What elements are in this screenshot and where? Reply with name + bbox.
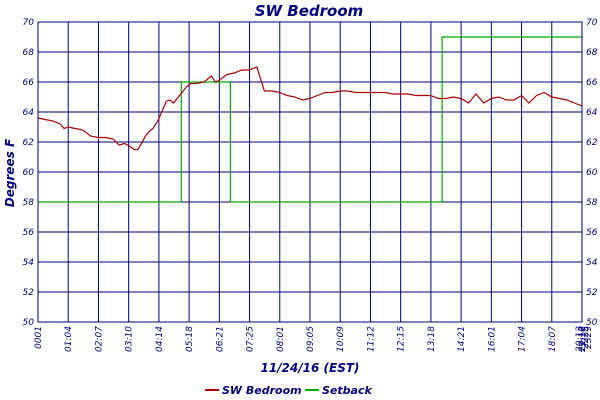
- x-tick-label: 04:14: [155, 326, 165, 352]
- x-tick-label: 01:04: [64, 326, 74, 352]
- legend-label-setback: Setback: [322, 384, 372, 397]
- y-axis-title: Degrees F: [3, 138, 17, 207]
- y-tick-label-right: 62: [586, 138, 598, 148]
- x-tick-label: 08:01: [276, 326, 286, 352]
- y-tick-label: 52: [23, 288, 35, 298]
- x-tick-label: 12:15: [397, 326, 407, 352]
- x-tick-label: 2329: [584, 326, 594, 349]
- y-tick-label: 66: [23, 78, 35, 88]
- y-tick-label: 56: [23, 228, 35, 238]
- y-tick-label-right: 68: [586, 48, 598, 58]
- x-tick-label: 03:10: [125, 326, 135, 352]
- y-tick-label-right: 66: [586, 78, 598, 88]
- x-tick-label: 0001: [34, 326, 44, 349]
- legend: SW Bedroom Setback: [205, 384, 372, 397]
- x-tick-label: 02:07: [94, 326, 104, 352]
- x-tick-label: 13:18: [427, 326, 437, 352]
- y-tick-label: 70: [23, 18, 35, 28]
- y-tick-labels-left: 50 52 54 56 58 60 62 64 66 68 70: [23, 18, 35, 328]
- y-tick-labels-right: 50 52 54 56 58 60 62 64 66 68 70: [586, 18, 598, 328]
- x-tick-label: 18:07: [548, 326, 558, 352]
- y-tick-label-right: 52: [586, 288, 598, 298]
- y-tick-label: 64: [23, 108, 35, 118]
- series-layer: [37, 36, 583, 203]
- y-tick-label: 62: [23, 138, 35, 148]
- y-tick-label: 54: [23, 258, 35, 268]
- x-tick-label: 07:25: [246, 326, 256, 352]
- gridlines: [38, 21, 582, 323]
- x-tick-label: 05:18: [185, 326, 195, 352]
- x-tick-label: 10:09: [336, 326, 346, 352]
- x-tick-label: 17:04: [518, 326, 528, 352]
- y-tick-label: 68: [23, 48, 35, 58]
- x-tick-label: 16:01: [487, 326, 497, 352]
- y-tick-label: 60: [23, 168, 35, 178]
- legend-label-sw-bedroom: SW Bedroom: [222, 384, 302, 397]
- y-tick-label: 50: [23, 318, 35, 328]
- y-tick-label-right: 60: [586, 168, 598, 178]
- y-tick-label: 58: [23, 198, 35, 208]
- x-tick-label: 20:13: [575, 326, 585, 352]
- series-line-sw-bedroom: [37, 66, 583, 151]
- y-tick-label-right: 54: [586, 258, 598, 268]
- x-tick-label: 06:21: [215, 326, 225, 352]
- y-tick-label-right: 64: [586, 108, 598, 118]
- y-tick-label-right: 50: [586, 318, 598, 328]
- x-tick-label: 09:05: [306, 326, 316, 352]
- x-tick-label: 14:21: [457, 326, 467, 352]
- x-tick-label: 21:17: [578, 326, 588, 352]
- y-tick-label-right: 70: [586, 18, 598, 28]
- x-tick-labels: 0001 01:04 02:07 03:10 04:14 05:18 06:21 07:25 0…: [34, 326, 594, 352]
- x-tick-label: 11:12: [366, 326, 376, 352]
- plot-area: [37, 21, 583, 323]
- y-tick-label-right: 56: [586, 228, 598, 238]
- y-tick-label-right: 58: [586, 198, 598, 208]
- chart-title: SW Bedroom: [255, 2, 364, 20]
- series-line-setback: [38, 36, 582, 203]
- x-axis-title: 11/24/16 (EST): [260, 361, 359, 375]
- x-tick-label: 2225: [581, 326, 591, 349]
- x-tick-label: 19:10: [578, 326, 588, 352]
